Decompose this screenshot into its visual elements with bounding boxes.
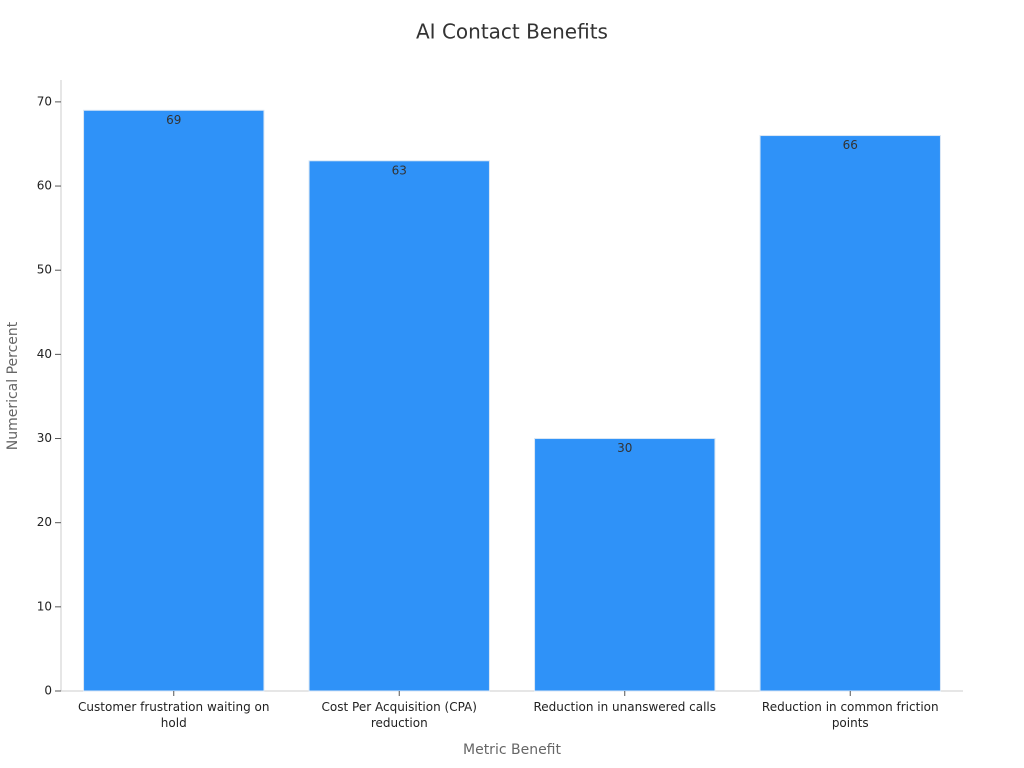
y-tick-label: 50	[37, 263, 52, 277]
x-tick-label: Reduction in common friction points	[761, 700, 939, 730]
y-tick-label: 30	[37, 431, 52, 445]
bar	[759, 135, 941, 692]
y-tick-label: 40	[37, 347, 52, 361]
y-tick-label: 0	[44, 684, 52, 698]
x-tick-label: Reduction in unanswered calls	[533, 700, 717, 714]
value-label: 69	[166, 113, 181, 127]
x-axis-label: Metric Benefit	[463, 742, 561, 758]
y-tick-label: 70	[37, 94, 52, 108]
bar	[534, 438, 716, 692]
chart-title: AI Contact Benefits	[416, 20, 608, 44]
y-tick-label: 60	[37, 179, 52, 193]
bar	[83, 109, 265, 692]
value-label: 66	[843, 138, 858, 152]
x-tick-label: Cost Per Acquisition (CPA) reduction	[321, 700, 477, 730]
y-tick-label: 10	[37, 599, 52, 613]
y-axis-label: Numerical Percent	[5, 321, 21, 450]
value-label: 30	[617, 441, 632, 455]
value-label: 63	[392, 163, 407, 177]
y-tick-label: 20	[37, 515, 52, 529]
bar	[308, 160, 490, 692]
x-tick-label: Customer frustration waiting on hold	[78, 700, 270, 730]
